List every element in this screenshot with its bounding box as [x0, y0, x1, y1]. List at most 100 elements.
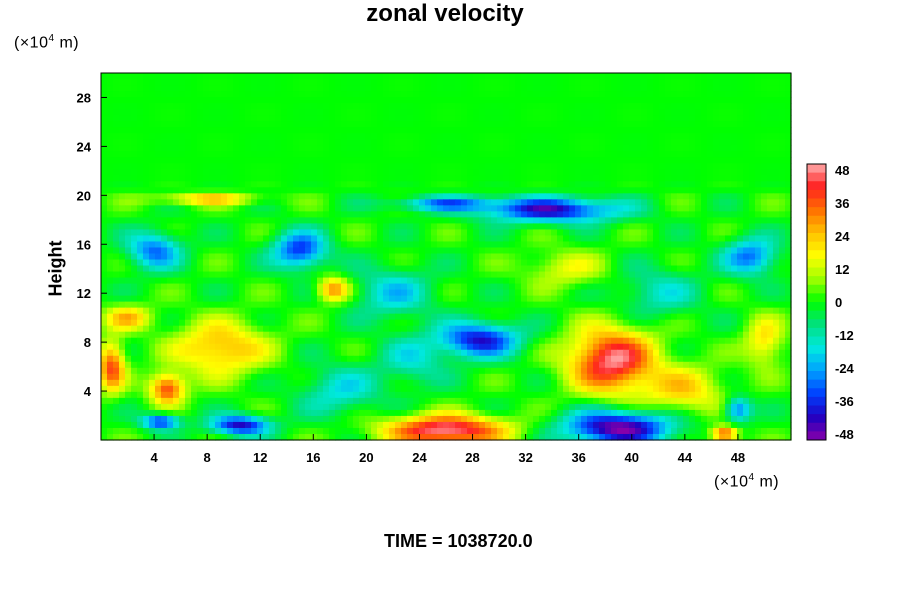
heat-cell: [623, 91, 630, 98]
heat-cell: [329, 97, 336, 104]
heat-cell: [161, 223, 168, 231]
heat-cell: [521, 73, 528, 80]
heat-cell: [251, 283, 258, 291]
heat-cell: [509, 109, 516, 116]
heat-cell: [251, 307, 258, 315]
heat-cell: [431, 277, 438, 285]
heat-cell: [281, 121, 288, 128]
heat-cell: [413, 277, 420, 285]
heat-cell: [467, 223, 474, 231]
heat-cell: [719, 181, 726, 188]
heat-cell: [419, 289, 426, 297]
heat-cell: [569, 199, 576, 206]
heat-cell: [245, 217, 252, 225]
heat-cell: [365, 217, 372, 225]
heat-cell: [473, 79, 480, 86]
heat-cell: [155, 109, 162, 116]
heat-cell: [767, 253, 774, 261]
heat-cell: [389, 205, 396, 212]
heat-cell: [437, 157, 444, 164]
heat-cell: [167, 325, 174, 333]
heat-cell: [623, 103, 630, 110]
heat-cell: [437, 193, 444, 200]
heat-cell: [659, 301, 666, 309]
heat-cell: [659, 229, 666, 237]
heat-cell: [503, 325, 510, 333]
heat-cell: [551, 301, 558, 309]
heat-cell: [203, 97, 210, 104]
heat-cell: [185, 145, 192, 152]
heat-cell: [365, 157, 372, 164]
heat-cell: [629, 211, 636, 218]
heat-cell: [341, 271, 348, 279]
heat-cell: [725, 199, 732, 206]
heat-cell: [179, 331, 186, 339]
heat-cell: [101, 265, 108, 273]
heat-cell: [521, 175, 528, 182]
heat-cell: [395, 157, 402, 164]
heat-cell: [329, 253, 336, 261]
heat-cell: [401, 73, 408, 80]
heat-cell: [413, 85, 420, 92]
heat-cell: [341, 169, 348, 176]
heat-cell: [767, 247, 774, 255]
heat-cell: [545, 127, 552, 134]
heat-cell: [701, 97, 708, 104]
heat-cell: [431, 139, 438, 146]
heat-cell: [125, 223, 132, 231]
heat-cell: [779, 199, 786, 206]
heat-cell: [233, 151, 240, 158]
heat-cell: [545, 139, 552, 146]
heat-cell: [479, 127, 486, 134]
heat-cell: [251, 127, 258, 134]
heat-cell: [533, 205, 540, 212]
heat-cell: [137, 271, 144, 279]
heat-cell: [491, 187, 498, 194]
heat-cell: [683, 253, 690, 261]
heat-cell: [521, 109, 528, 116]
heat-cell: [677, 253, 684, 261]
heat-cell: [209, 175, 216, 182]
heat-cell: [287, 205, 294, 212]
heat-cell: [227, 319, 234, 327]
heat-cell: [473, 259, 480, 267]
heat-cell: [671, 265, 678, 273]
heat-cell: [725, 139, 732, 146]
heat-cell: [461, 217, 468, 225]
heat-cell: [413, 103, 420, 110]
heat-cell: [671, 193, 678, 200]
heat-cell: [221, 205, 228, 212]
heat-cell: [425, 199, 432, 206]
heat-cell: [719, 313, 726, 321]
heat-cell: [269, 301, 276, 309]
heat-cell: [725, 133, 732, 140]
heat-cell: [473, 127, 480, 134]
heat-cell: [311, 235, 318, 243]
heat-cell: [785, 259, 792, 267]
heat-cell: [125, 85, 132, 92]
heat-cell: [719, 139, 726, 146]
heat-cell: [113, 289, 120, 297]
heat-cell: [581, 115, 588, 122]
heat-cell: [725, 169, 732, 176]
heat-cell: [587, 145, 594, 152]
heat-cell: [287, 199, 294, 206]
heat-cell: [689, 217, 696, 225]
heat-cell: [737, 169, 744, 176]
heat-cell: [197, 127, 204, 134]
heat-cell: [119, 295, 126, 303]
heat-cell: [263, 91, 270, 98]
heat-cell: [137, 217, 144, 225]
heat-cell: [437, 295, 444, 303]
heat-cell: [101, 115, 108, 122]
heat-cell: [473, 151, 480, 158]
heat-cell: [293, 301, 300, 309]
heat-cell: [281, 313, 288, 321]
heat-cell: [785, 127, 792, 134]
heat-cell: [551, 253, 558, 261]
heat-cell: [347, 283, 354, 291]
heat-cell: [359, 205, 366, 212]
heat-cell: [227, 229, 234, 237]
heat-cell: [629, 199, 636, 206]
heat-cell: [329, 115, 336, 122]
